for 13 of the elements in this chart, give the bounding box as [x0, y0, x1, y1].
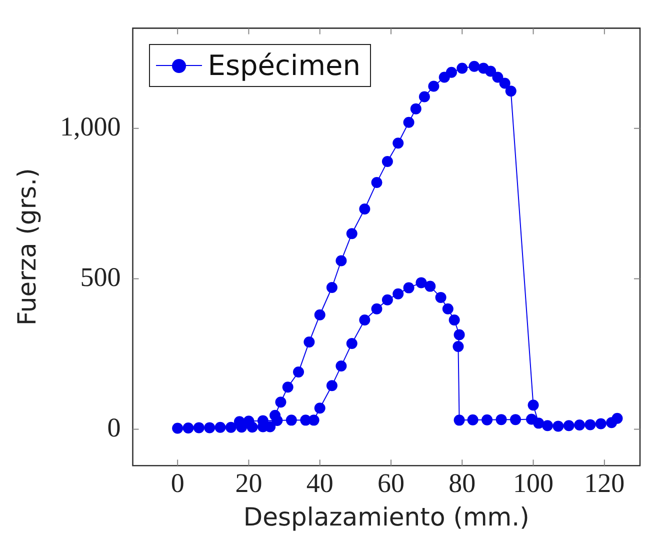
y-tick-label: 1,000: [60, 111, 121, 142]
legend-label: Espécimen: [208, 49, 360, 82]
y-axis-title: Fuerza (grs.): [12, 168, 42, 326]
x-tick-label: 20: [235, 468, 262, 498]
x-tick-label: 0: [170, 468, 184, 498]
x-tick-label: 60: [378, 468, 404, 498]
x-tick-label: 120: [584, 468, 625, 498]
x-axis-title: Desplazamiento (mm.): [243, 502, 530, 532]
x-tick-label: 80: [448, 468, 476, 498]
y-tick-label: 0: [107, 412, 121, 442]
y-tick-label: 500: [80, 262, 121, 292]
x-tick-label: 40: [306, 468, 334, 498]
x-tick-label: 100: [513, 468, 554, 498]
